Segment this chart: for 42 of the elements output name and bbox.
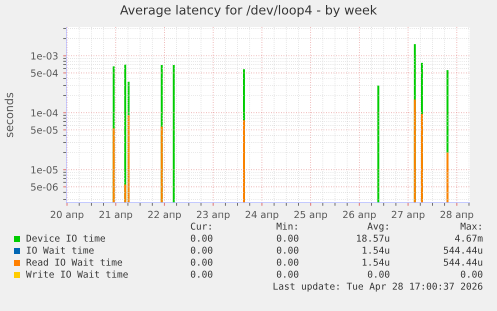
y-tick-label: 5e-05 [31,126,58,134]
text: 544.44u [444,258,482,266]
text: 0.00 [190,234,212,242]
text: 0.00 [276,258,298,266]
x-tick-label: 23 апр [196,210,230,220]
text: 0.00 [460,270,482,278]
x-tick-label: 22 апр [148,210,181,220]
y-tick-label: 5e-06 [31,183,58,191]
text: 544.44u [444,246,482,254]
text: Last update: Tue Apr 28 17:00:37 2026 [274,282,482,292]
text: Min: [276,222,297,230]
text: Avg: [367,222,388,232]
text: 0.00 [190,258,212,266]
y-tick-label: 1e-05 [31,166,58,174]
text: 18.57u [357,234,390,242]
x-tick-label: 24 апр [246,210,278,220]
legend-label: IO Wait time [26,246,94,254]
text: 0.00 [276,270,298,278]
text: Cur: [190,222,211,230]
text: Max: [460,222,481,230]
text: 0.00 [190,270,212,278]
x-tick-label: 26 апр [343,210,376,220]
text: 0.00 [276,234,298,242]
text: 0.00 [368,270,390,278]
legend-label: Read IO Wait time [26,258,122,266]
text: 1.54u [362,258,390,266]
x-tick-label: 20 апр [50,210,84,220]
text: 4.67m [455,234,483,242]
x-tick-label: 25 апр [294,210,328,220]
legend-label: Device IO time [26,234,106,242]
y-tick-label: 1e-04 [31,109,58,117]
x-tick-label: 21 апр [99,210,132,220]
chart-title: Average latency for /dev/loop4 - by week [120,4,377,18]
y-axis-title: seconds [4,92,14,138]
x-tick-label: 28 апр [440,210,474,220]
y-tick-label: 5e-04 [31,69,58,77]
y-tick-label: 1e-03 [31,52,58,60]
x-tick-label: 27 апр [392,210,425,220]
text: 0.00 [190,246,212,254]
legend-label: Write IO Wait time [26,270,128,278]
text: 1.54u [362,246,390,254]
text: 0.00 [276,246,298,254]
